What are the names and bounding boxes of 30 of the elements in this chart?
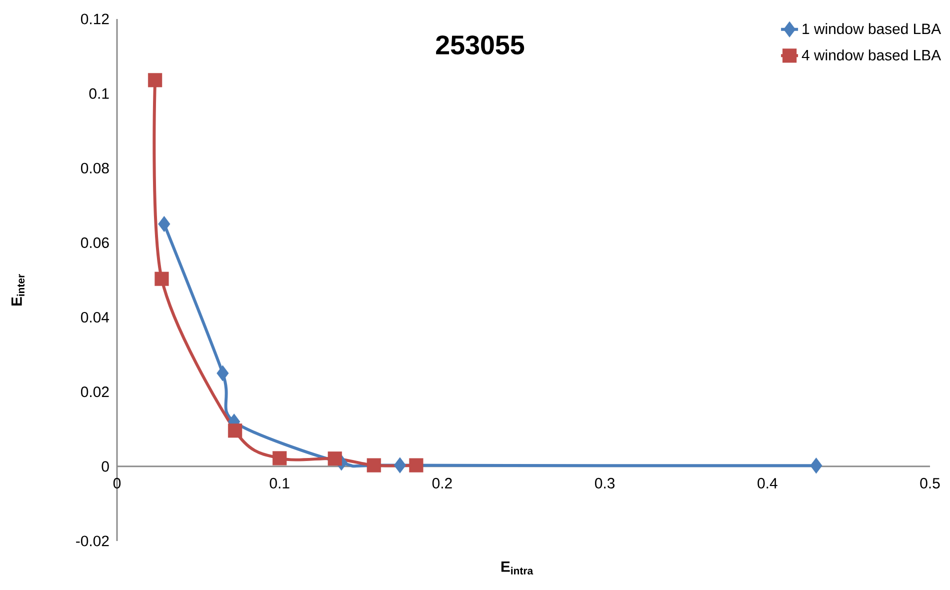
point: [409, 458, 424, 472]
x-axis-title: E$_{intra}$: [501, 561, 534, 575]
point: [154, 272, 169, 286]
point: [272, 451, 287, 466]
point: [810, 458, 822, 474]
y-tick-label: -0.02: [76, 536, 109, 546]
legend-label: 1 window based LBA: [802, 23, 942, 34]
point: [216, 365, 229, 382]
x-tick-label: 0.3: [595, 478, 615, 489]
y-tick-label: 0.06: [80, 237, 109, 248]
x-tick-label: 0.1: [270, 478, 290, 489]
x-tick-label: 0.5: [920, 478, 940, 489]
chart-title: 253055: [436, 35, 524, 55]
point: [158, 216, 170, 232]
x-tick-label: 0.4: [758, 478, 778, 489]
legend-label: 4 window based LBA: [802, 49, 942, 60]
x-tick-label: 0.2: [432, 478, 452, 489]
y-tick-label: 0.04: [80, 312, 110, 323]
y-tick-label: 0.08: [80, 162, 109, 174]
y-tick-label: 0: [102, 461, 109, 472]
point: [148, 73, 162, 88]
y-tick-label: 0.12: [80, 14, 109, 24]
y-tick-label: 0.02: [80, 386, 109, 398]
x-tick-label: 0: [113, 478, 121, 489]
y-axis-title: E$_{inter}$: [12, 274, 25, 306]
point: [328, 452, 342, 466]
point: [394, 457, 406, 474]
y-tick-label: 0.1: [89, 88, 109, 99]
point: [366, 458, 381, 472]
point: [228, 424, 242, 438]
